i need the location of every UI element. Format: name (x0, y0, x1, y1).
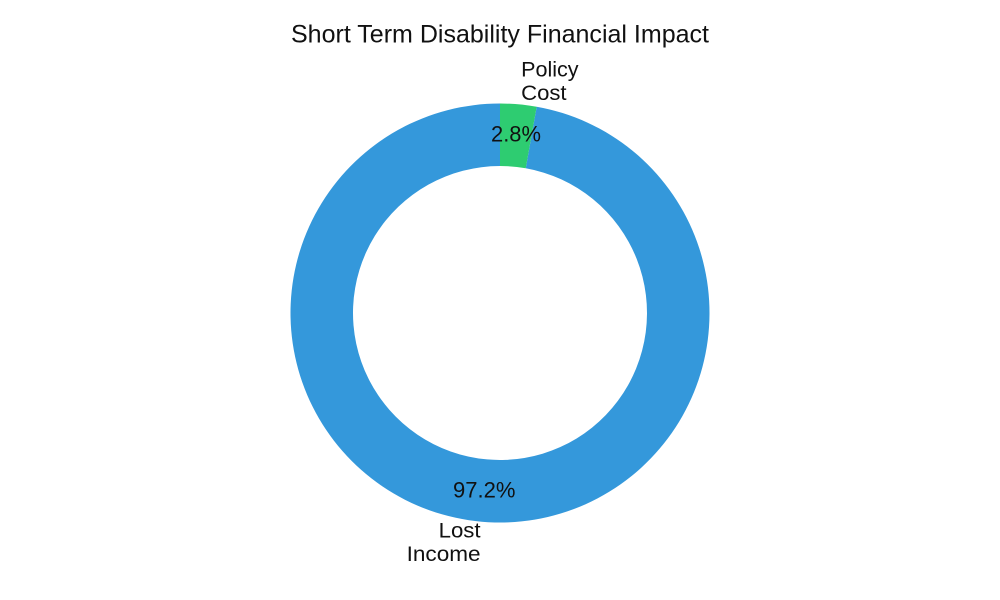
svg-text:Policy: Policy (521, 58, 579, 82)
svg-text:Short Term Disability Financia: Short Term Disability Financial Impact (291, 21, 709, 49)
svg-text:Cost: Cost (521, 81, 567, 105)
svg-text:Lost: Lost (439, 518, 481, 542)
svg-text:97.2%: 97.2% (453, 478, 516, 503)
svg-text:Income: Income (407, 542, 481, 566)
svg-text:2.8%: 2.8% (491, 121, 541, 146)
